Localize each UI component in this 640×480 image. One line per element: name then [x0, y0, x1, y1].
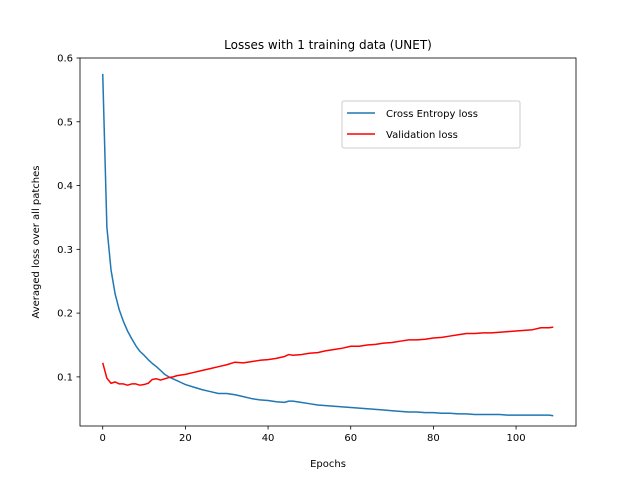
y-tick-label: 0.4 [57, 181, 73, 192]
validation-loss-line [102, 326, 554, 386]
legend-box [341, 100, 521, 149]
x-tick-label: 100 [507, 433, 526, 444]
x-tick-label: 0 [100, 433, 106, 444]
x-tick-label: 80 [427, 433, 440, 444]
x-tick-label: 20 [179, 433, 192, 444]
x-tick-label: 40 [262, 433, 275, 444]
cross-entropy-loss-line [101, 73, 554, 417]
x-tick-label: 60 [344, 433, 357, 444]
legend-label-cross-entropy: Cross Entropy loss [386, 109, 478, 120]
legend-label-validation: Validation loss [386, 130, 458, 141]
y-tick-label: 0.6 [57, 54, 73, 65]
x-axis-title: Epochs [310, 459, 346, 470]
y-tick-label: 0.3 [57, 245, 73, 256]
plot-area: 0 20 40 60 80 100 0.1 0.2 0.3 0.4 0.5 0.6 Cross Entr… [57, 54, 577, 444]
chart-title: Losses with 1 training data (UNET) [224, 38, 432, 52]
y-tick-label: 0.1 [57, 372, 73, 383]
y-axis-title: Averaged loss over all patches [31, 165, 42, 318]
y-tick-label: 0.5 [57, 117, 73, 128]
y-tick-label: 0.2 [57, 309, 73, 320]
axes-frame [79, 57, 577, 427]
